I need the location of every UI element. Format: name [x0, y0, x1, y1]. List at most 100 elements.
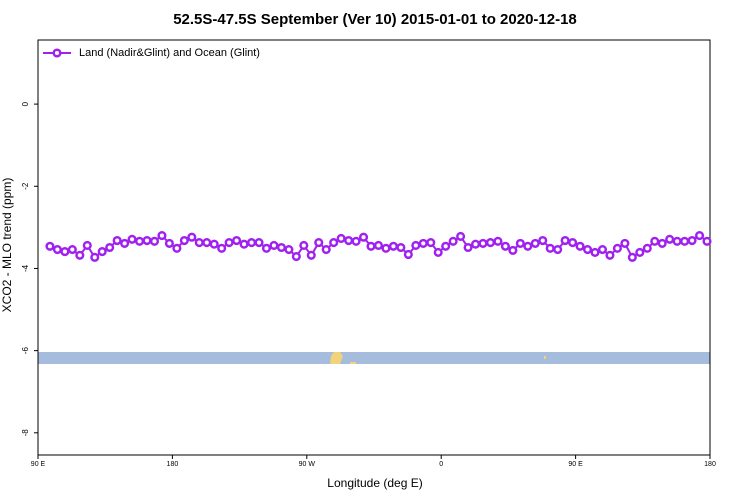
point — [127, 234, 137, 244]
point — [217, 243, 227, 253]
y-tick-label: 0 — [21, 101, 30, 106]
point — [441, 241, 451, 251]
legend-label: Land (Nadir&Glint) and Ocean (Glint) — [79, 47, 260, 59]
point — [627, 252, 637, 262]
point — [291, 251, 301, 262]
point — [403, 249, 413, 260]
point — [97, 247, 107, 257]
point — [470, 239, 481, 249]
point — [306, 250, 316, 260]
point — [433, 247, 443, 257]
point — [276, 242, 286, 253]
point — [90, 252, 100, 262]
point — [508, 245, 518, 255]
chart-title: 52.5S-47.5S September (Ver 10) 2015-01-0… — [173, 11, 577, 28]
point — [373, 240, 384, 250]
point — [284, 245, 294, 255]
point — [665, 234, 675, 244]
point — [105, 242, 115, 253]
point — [232, 235, 242, 246]
point — [67, 245, 77, 255]
land-ocean-strip — [38, 352, 710, 364]
point — [321, 245, 331, 255]
point — [60, 247, 70, 257]
x-tick-label: 0 — [439, 461, 443, 468]
point — [381, 243, 391, 253]
point — [45, 241, 55, 251]
point — [134, 236, 145, 246]
x-tick-label: 90 W — [299, 461, 316, 468]
point — [493, 236, 503, 246]
point — [269, 240, 279, 250]
point — [194, 238, 204, 248]
x-tick-label: 90 E — [31, 461, 46, 468]
x-tick-label: 180 — [704, 461, 716, 468]
point — [299, 240, 309, 250]
point — [344, 235, 354, 246]
point — [209, 239, 219, 249]
x-tick-label: 180 — [167, 461, 179, 468]
point — [672, 236, 682, 246]
point — [687, 235, 697, 246]
point — [456, 231, 466, 241]
point — [172, 243, 182, 253]
point — [164, 238, 174, 248]
point — [224, 238, 234, 248]
point — [246, 238, 257, 248]
y-tick-label: -6 — [21, 347, 30, 355]
point — [702, 236, 712, 246]
point — [612, 243, 622, 253]
x-tick-label: 90 E — [568, 461, 583, 468]
plot-frame — [37, 39, 711, 456]
point — [239, 239, 249, 249]
point — [142, 235, 152, 246]
point — [523, 241, 533, 251]
y-axis-label: XCO2 - MLO trend (ppm) — [0, 178, 14, 313]
point — [418, 238, 428, 248]
point — [202, 238, 212, 248]
point — [366, 241, 376, 251]
point — [680, 236, 690, 246]
point — [597, 245, 608, 255]
point — [582, 245, 593, 255]
point — [568, 238, 578, 248]
y-tick-label: -2 — [21, 182, 30, 190]
point — [560, 235, 570, 246]
point — [553, 245, 563, 255]
point — [478, 238, 488, 248]
point — [396, 242, 406, 253]
y-tick-label: -8 — [21, 429, 30, 437]
point — [538, 235, 548, 246]
point — [575, 241, 585, 251]
point — [515, 238, 525, 248]
point — [620, 238, 630, 248]
point — [314, 238, 324, 248]
x-axis-label: Longitude (deg E) — [327, 476, 422, 490]
point — [411, 240, 421, 250]
point — [149, 236, 160, 246]
point — [157, 231, 167, 241]
point — [426, 238, 436, 248]
point — [590, 247, 600, 257]
y-tick-label: -4 — [21, 264, 30, 272]
point — [187, 232, 197, 242]
point — [657, 238, 667, 248]
point — [179, 235, 189, 246]
point — [358, 232, 369, 242]
point — [635, 247, 645, 257]
point — [336, 233, 346, 244]
point — [694, 231, 705, 241]
point — [82, 240, 92, 250]
point — [485, 238, 496, 248]
point — [545, 243, 555, 253]
point — [605, 250, 615, 260]
point — [448, 236, 458, 246]
point — [120, 238, 130, 248]
point — [329, 238, 339, 248]
point — [351, 236, 361, 246]
point — [254, 238, 264, 248]
legend-marker — [52, 48, 62, 58]
point — [112, 235, 122, 246]
point — [75, 250, 85, 260]
